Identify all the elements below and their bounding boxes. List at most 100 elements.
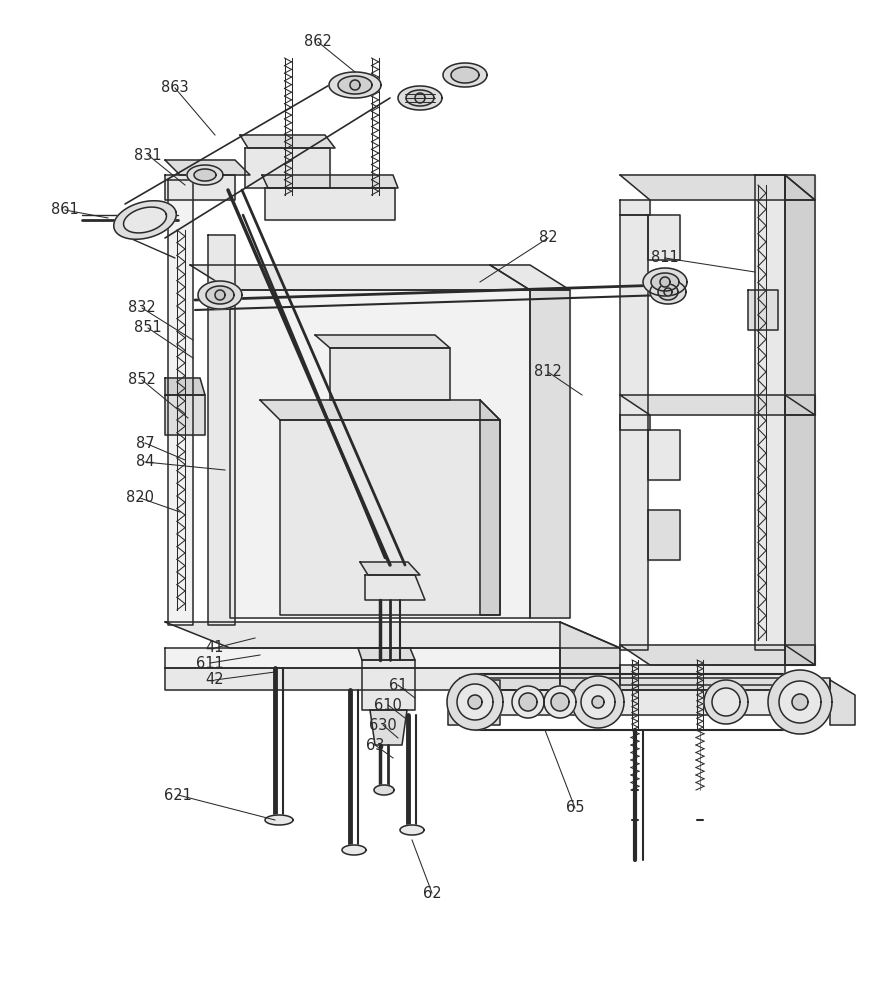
Polygon shape <box>447 674 503 730</box>
Text: 63: 63 <box>366 738 384 752</box>
Polygon shape <box>643 268 687 296</box>
Polygon shape <box>315 335 450 348</box>
Polygon shape <box>168 180 193 625</box>
Polygon shape <box>448 680 500 725</box>
Polygon shape <box>406 90 434 106</box>
Text: 42: 42 <box>206 672 225 688</box>
Polygon shape <box>451 67 479 83</box>
Polygon shape <box>620 645 815 665</box>
Polygon shape <box>551 693 569 711</box>
Polygon shape <box>620 215 648 650</box>
Polygon shape <box>768 670 832 734</box>
Polygon shape <box>648 430 680 480</box>
Polygon shape <box>358 648 415 660</box>
Polygon shape <box>398 86 442 110</box>
Text: 82: 82 <box>538 231 557 245</box>
Polygon shape <box>350 80 360 90</box>
Polygon shape <box>365 575 425 600</box>
Polygon shape <box>785 175 815 200</box>
Polygon shape <box>785 395 815 415</box>
Polygon shape <box>208 235 235 625</box>
Text: 831: 831 <box>134 147 162 162</box>
Polygon shape <box>512 686 544 718</box>
Polygon shape <box>114 201 176 239</box>
Polygon shape <box>620 665 785 685</box>
Polygon shape <box>592 696 604 708</box>
Polygon shape <box>338 76 372 94</box>
Polygon shape <box>651 273 679 291</box>
Polygon shape <box>165 668 560 690</box>
Polygon shape <box>260 400 500 420</box>
Text: 62: 62 <box>422 886 442 900</box>
Polygon shape <box>206 286 234 304</box>
Polygon shape <box>457 684 493 720</box>
Polygon shape <box>240 135 335 148</box>
Polygon shape <box>460 678 830 690</box>
Text: 861: 861 <box>51 202 79 218</box>
Polygon shape <box>124 207 166 233</box>
Text: 852: 852 <box>128 372 156 387</box>
Polygon shape <box>165 395 205 435</box>
Polygon shape <box>664 288 672 296</box>
Polygon shape <box>792 694 808 710</box>
Text: 87: 87 <box>136 436 154 450</box>
Polygon shape <box>280 420 500 615</box>
Polygon shape <box>620 415 650 430</box>
Polygon shape <box>360 562 420 575</box>
Text: 61: 61 <box>388 678 408 692</box>
Polygon shape <box>620 175 815 200</box>
Polygon shape <box>415 93 425 103</box>
Polygon shape <box>785 645 815 665</box>
Polygon shape <box>190 265 530 290</box>
Text: 84: 84 <box>136 454 154 470</box>
Polygon shape <box>194 169 216 181</box>
Polygon shape <box>460 690 830 715</box>
Polygon shape <box>374 785 394 795</box>
Polygon shape <box>245 148 330 188</box>
Text: 851: 851 <box>134 320 162 336</box>
Polygon shape <box>704 680 748 724</box>
Polygon shape <box>230 290 530 618</box>
Text: 812: 812 <box>534 364 562 379</box>
Polygon shape <box>443 63 487 87</box>
Polygon shape <box>468 695 482 709</box>
Polygon shape <box>165 160 250 175</box>
Text: 65: 65 <box>566 800 584 816</box>
Polygon shape <box>165 378 205 395</box>
Text: 630: 630 <box>369 718 397 732</box>
Polygon shape <box>648 215 680 260</box>
Polygon shape <box>544 686 576 718</box>
Polygon shape <box>330 348 450 400</box>
Text: 611: 611 <box>196 656 224 670</box>
Text: 41: 41 <box>206 641 224 656</box>
Polygon shape <box>519 693 537 711</box>
Polygon shape <box>370 710 407 745</box>
Text: 832: 832 <box>128 300 156 316</box>
Text: 811: 811 <box>652 250 679 265</box>
Polygon shape <box>265 188 395 220</box>
Polygon shape <box>198 281 242 309</box>
Polygon shape <box>165 622 620 648</box>
Polygon shape <box>572 676 624 728</box>
Polygon shape <box>660 277 670 287</box>
Polygon shape <box>658 284 678 300</box>
Polygon shape <box>560 668 620 690</box>
Polygon shape <box>342 845 366 855</box>
Polygon shape <box>560 622 620 668</box>
Polygon shape <box>648 510 680 560</box>
Polygon shape <box>712 688 740 716</box>
Polygon shape <box>262 175 398 188</box>
Polygon shape <box>265 815 293 825</box>
Polygon shape <box>785 175 815 665</box>
Polygon shape <box>165 648 560 668</box>
Polygon shape <box>490 265 570 290</box>
Polygon shape <box>187 165 223 185</box>
Polygon shape <box>165 175 235 200</box>
Polygon shape <box>480 400 500 615</box>
Text: 610: 610 <box>374 698 402 712</box>
Polygon shape <box>620 395 815 415</box>
Polygon shape <box>620 200 650 215</box>
Polygon shape <box>830 680 855 725</box>
Polygon shape <box>215 290 225 300</box>
Polygon shape <box>530 290 570 618</box>
